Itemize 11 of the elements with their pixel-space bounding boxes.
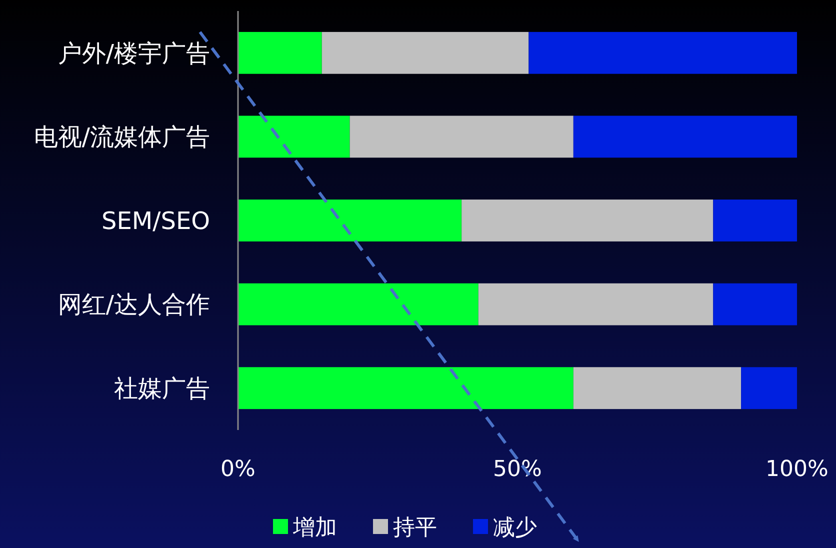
- y-tick-label: 社媒广告: [114, 374, 210, 402]
- y-tick-label: 电视/流媒体广告: [34, 123, 210, 152]
- legend-label: 减少: [493, 516, 537, 541]
- x-tick-label: 50%: [493, 457, 542, 482]
- legend-label: 增加: [292, 516, 337, 541]
- y-tick-label: 网红/达人合作: [58, 290, 210, 319]
- y-tick-label: 户外/楼宇广告: [58, 39, 210, 68]
- y-tick-label: SEM/SEO: [102, 206, 210, 235]
- x-tick-label: 100%: [766, 457, 828, 482]
- x-tick-label: 0%: [220, 457, 256, 482]
- legend-label: 持平: [393, 516, 437, 541]
